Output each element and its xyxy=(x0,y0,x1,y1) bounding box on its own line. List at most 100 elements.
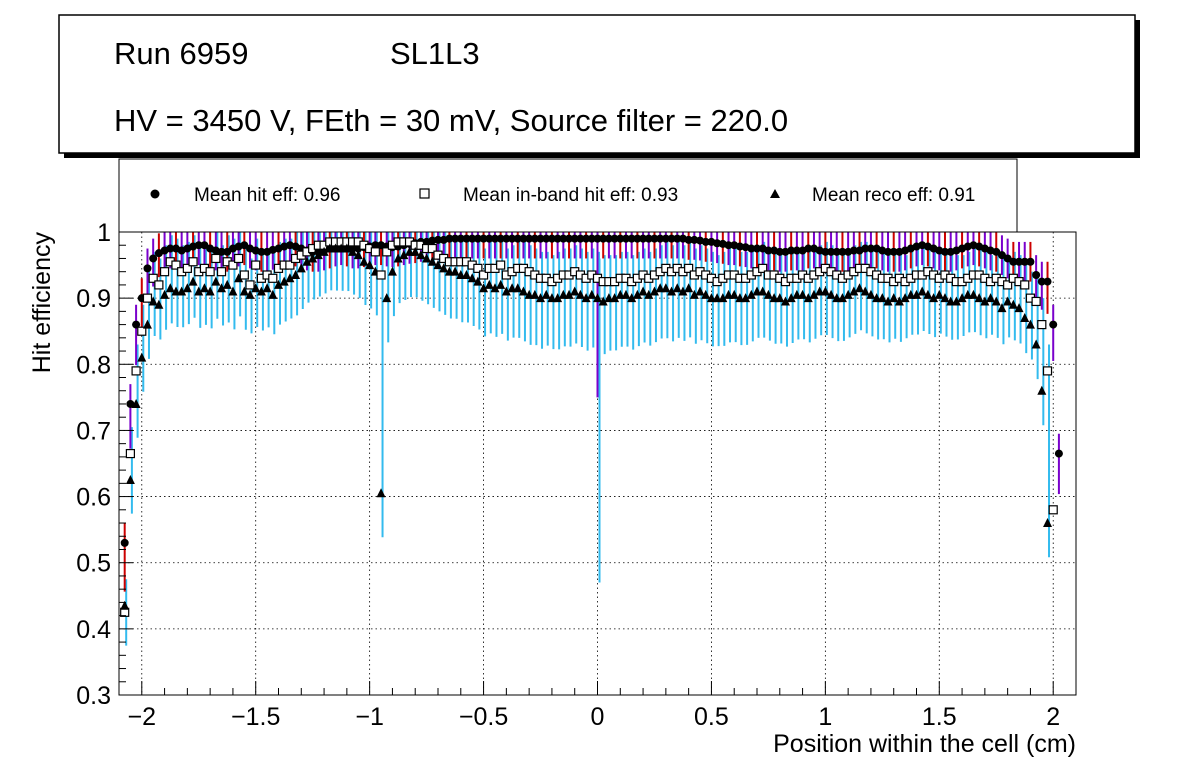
reco-point xyxy=(1031,339,1041,349)
hit-point xyxy=(217,247,226,256)
reco-point xyxy=(627,293,637,303)
reco-point xyxy=(496,279,506,289)
reco-point xyxy=(735,293,745,303)
inband-point xyxy=(131,366,141,376)
reco-point xyxy=(746,289,756,299)
reco-point xyxy=(621,289,631,299)
hit-point xyxy=(787,246,796,255)
y-tick-label: 1 xyxy=(97,219,111,247)
reco-point xyxy=(365,260,375,270)
legend-hit-marker xyxy=(150,189,160,199)
hit-point xyxy=(468,234,477,243)
reco-point xyxy=(239,286,249,296)
hit-point xyxy=(445,234,454,243)
reco-point xyxy=(1003,296,1013,306)
y-tick-label: 0.4 xyxy=(76,616,111,644)
hit-point xyxy=(792,246,801,255)
inband-point xyxy=(268,273,278,283)
reco-point xyxy=(410,246,420,256)
y-tick-label: 0.3 xyxy=(76,682,111,710)
inband-point xyxy=(171,260,181,270)
reco-point xyxy=(501,286,511,296)
reco-point xyxy=(855,283,865,293)
hit-point xyxy=(371,241,380,250)
reco-point xyxy=(593,293,602,303)
reco-point xyxy=(644,289,654,299)
hit-point xyxy=(621,234,630,243)
inband-point xyxy=(148,273,158,283)
reco-point xyxy=(934,289,944,299)
inband-point xyxy=(1003,280,1013,290)
inband-point xyxy=(684,263,694,273)
inband-point xyxy=(137,326,147,336)
hit-point xyxy=(194,241,203,250)
reco-point xyxy=(359,256,369,266)
reco-point xyxy=(581,293,591,303)
reco-point xyxy=(461,269,471,279)
inband-point xyxy=(228,260,238,270)
hit-point xyxy=(616,234,625,243)
hit-point xyxy=(724,241,733,250)
reco-point xyxy=(154,299,164,309)
reco-point xyxy=(422,253,432,263)
y-tick-label: 0.5 xyxy=(76,550,111,578)
reco-point xyxy=(798,289,808,299)
reco-point xyxy=(957,293,967,303)
reco-point xyxy=(484,279,494,289)
reco-point xyxy=(302,256,312,266)
hit-point xyxy=(126,399,135,408)
hit-point xyxy=(639,234,648,243)
hit-point xyxy=(661,234,670,243)
reco-point xyxy=(518,286,528,296)
reco-point xyxy=(803,293,813,303)
hit-point xyxy=(525,234,534,243)
inband-point xyxy=(376,270,386,280)
y-tick-label: 0.6 xyxy=(76,484,111,512)
inband-point xyxy=(239,270,249,280)
reco-point xyxy=(274,279,283,289)
reco-point xyxy=(507,283,517,293)
hit-point xyxy=(1032,270,1041,279)
hit-point xyxy=(257,247,266,256)
reco-point xyxy=(308,253,318,263)
hit-point xyxy=(490,234,499,243)
reco-point xyxy=(211,276,221,286)
reco-point xyxy=(917,286,927,296)
hit-point xyxy=(1009,257,1018,266)
reco-point xyxy=(843,289,853,299)
plot-axes: −2 −1.5 −1 −0.5 0 0.5 1 1.5 2 0.3 0.4 0.5 0.6 0.7 0.8 0… xyxy=(76,219,1077,731)
reco-point xyxy=(1037,385,1047,395)
inband-point xyxy=(758,263,768,273)
reco-point xyxy=(251,283,261,293)
reco-point xyxy=(405,246,415,256)
reco-point xyxy=(125,475,135,485)
hit-point xyxy=(673,234,682,243)
reco-point xyxy=(194,286,204,296)
hit-point xyxy=(627,234,636,243)
reco-point xyxy=(729,289,739,299)
inband-point xyxy=(1020,280,1030,290)
legend-hit-label: Mean hit eff: 0.96 xyxy=(194,185,340,206)
legend-inband-marker xyxy=(419,188,430,199)
inband-point xyxy=(211,253,221,264)
reco-point xyxy=(706,293,716,303)
x-tick-label: −1.5 xyxy=(231,703,280,731)
hit-point xyxy=(610,234,619,243)
reco-point xyxy=(826,289,836,299)
hit-point xyxy=(1020,257,1029,266)
reco-point xyxy=(775,293,785,303)
reco-point xyxy=(672,283,682,293)
data-markers xyxy=(120,234,1063,617)
reco-point xyxy=(399,250,409,260)
reco-point xyxy=(678,286,688,296)
reco-point xyxy=(883,296,893,306)
hit-point xyxy=(496,234,505,243)
reco-point xyxy=(780,296,790,306)
hit-point xyxy=(747,244,756,253)
reco-point xyxy=(513,283,523,293)
x-tick-label: 0.5 xyxy=(694,703,729,731)
reco-point xyxy=(655,283,665,293)
hit-point xyxy=(451,234,460,243)
reco-point xyxy=(649,286,659,296)
reco-point xyxy=(171,286,181,296)
